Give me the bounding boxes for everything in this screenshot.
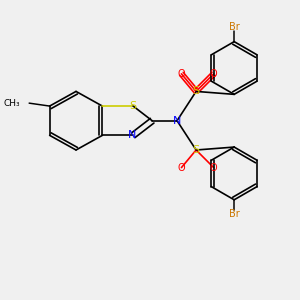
Text: N: N xyxy=(173,116,181,126)
Text: O: O xyxy=(178,69,185,79)
Text: Br: Br xyxy=(229,22,239,32)
Text: O: O xyxy=(210,163,218,172)
Text: S: S xyxy=(193,145,200,155)
Text: O: O xyxy=(178,163,185,172)
Text: S: S xyxy=(130,101,137,111)
Text: S: S xyxy=(193,86,200,96)
Text: CH₃: CH₃ xyxy=(4,99,20,108)
Text: Br: Br xyxy=(229,209,239,219)
Text: N: N xyxy=(128,130,136,140)
Text: O: O xyxy=(210,69,218,79)
